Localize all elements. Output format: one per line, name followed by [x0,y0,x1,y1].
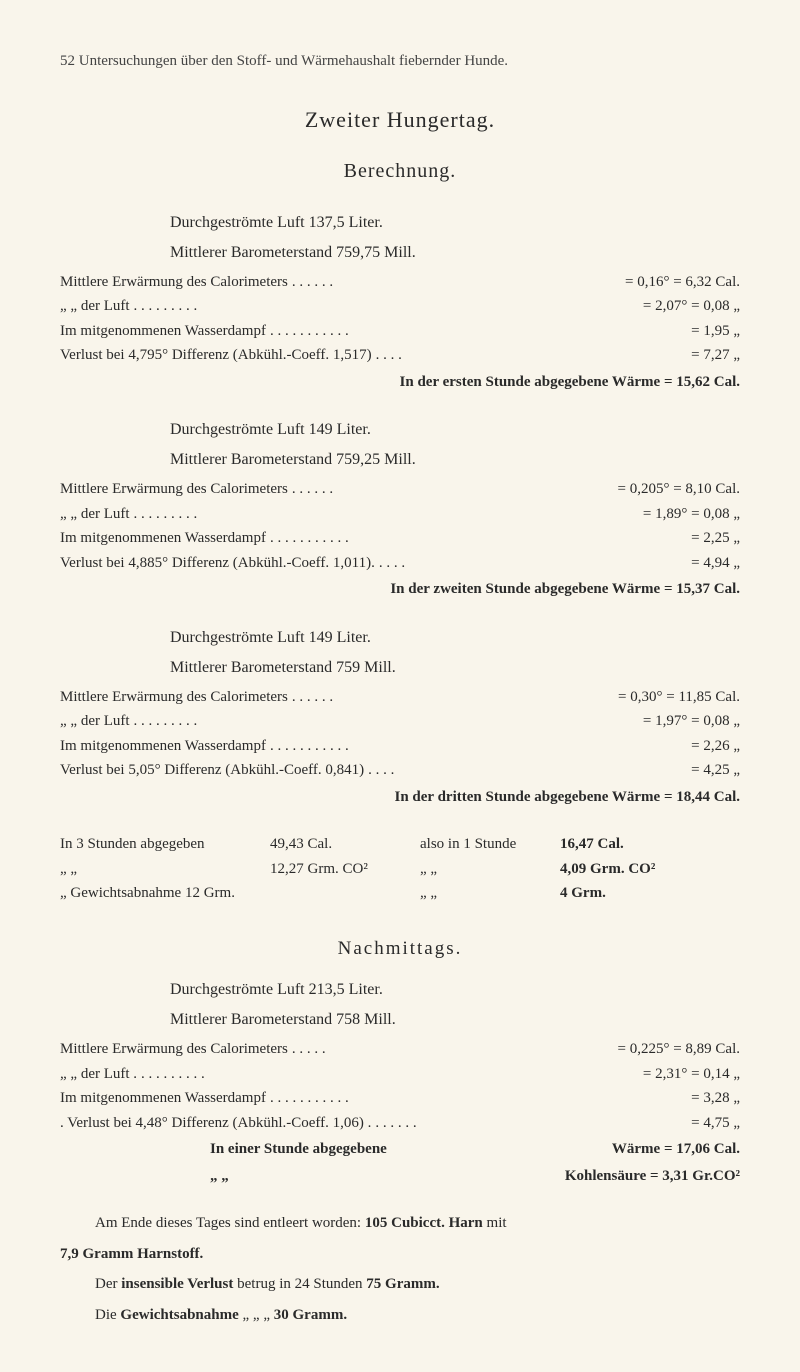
nach-line4-left: . Verlust bei 4,48° Differenz (Abkühl.-C… [60,1112,371,1135]
nach-line3-left: Im mitgenommenen Wasserdampf [60,1087,266,1110]
block3-line3-left: Im mitgenommenen Wasserdampf [60,735,266,758]
footer-p4d: 30 Gramm. [274,1307,347,1323]
dots: . . . . . . . . . . . [270,735,687,758]
nach-result2-right: Kohlensäure = 3,31 Gr.CO² [565,1165,740,1188]
calculation-block-3: Durchgeströmte Luft 149 Liter. Mittlerer… [60,626,740,809]
footer-p4a: Die [95,1307,120,1323]
block3-line3-right: = 2,26 „ [691,735,740,758]
nach-line1-left: Mittlere Erwärmung des Calorimeters [60,1038,288,1061]
nachmittags-title: Nachmittags. [60,935,740,964]
dots: . . . . . . [292,271,621,294]
block1-line1-right: = 0,16° = 6,32 Cal. [625,271,740,294]
footer-p3d: 75 Gramm. [366,1276,439,1292]
footer-p3c: betrug in 24 Stunden [233,1276,366,1292]
block1-result: In der ersten Stunde abgegebene Wärme = … [400,371,740,394]
dots: . . . . [376,344,688,367]
nach-line1-right: = 0,225° = 8,89 Cal. [618,1038,741,1061]
nach-line4-right: = 4,75 „ [691,1112,740,1135]
page-header: 52 Untersuchungen über den Stoff- und Wä… [60,50,740,73]
block2-line3-right: = 2,25 „ [691,527,740,550]
dots: . . . . . . . . . . . [270,320,687,343]
block2-line2-left: „ „ der Luft [60,503,130,526]
footer-p4c: „ „ „ [239,1307,274,1323]
main-title: Zweiter Hungertag. [60,103,740,136]
block2-result: In der zweiten Stunde abgegebene Wärme =… [390,578,740,601]
block3-line4-right: = 4,25 „ [691,759,740,782]
block2-intro2: Mittlerer Barometerstand 759,25 Mill. [60,448,740,472]
nach-intro1: Durchgeströmte Luft 213,5 Liter. [60,978,740,1002]
block3-intro1: Durchgeströmte Luft 149 Liter. [60,626,740,650]
dots: . . . . . . . . . . . [270,527,687,550]
summary-r2c3: „ „ [420,858,560,881]
summary-r1c2: 49,43 Cal. [270,833,420,856]
footer-p2a: 7,9 Gramm Harnstoff. [60,1246,203,1262]
block2-line3-left: Im mitgenommenen Wasserdampf [60,527,266,550]
summary-r3c3: „ „ [420,882,560,905]
block2-line4-left: Verlust bei 4,885° Differenz (Abkühl.-Co… [60,552,375,575]
footer-p1b: 105 Cubicct. Harn [365,1215,483,1231]
footer-p3a: Der [95,1276,121,1292]
block1-intro2: Mittlerer Barometerstand 759,75 Mill. [60,241,740,265]
dots: . . . . [379,552,687,575]
footer-p3b: insensible Verlust [121,1276,233,1292]
summary-block: In 3 Stunden abgegeben 49,43 Cal. also i… [60,833,740,905]
block3-intro2: Mittlerer Barometerstand 759 Mill. [60,656,740,680]
block1-line1-left: Mittlere Erwärmung des Calorimeters [60,271,288,294]
nach-line2-right: = 2,31° = 0,14 „ [643,1063,740,1086]
block2-line1-right: = 0,205° = 8,10 Cal. [618,478,741,501]
nach-result1-left: In einer Stunde abgegebene [210,1138,387,1161]
footer-p4b: Gewichtsabnahme [120,1307,238,1323]
block3-line2-left: „ „ der Luft [60,710,130,733]
block1-line3-left: Im mitgenommenen Wasserdampf [60,320,266,343]
dots: . . . . . . . . . [134,503,639,526]
dots: . . . . . . [375,1112,687,1135]
nach-line3-right: = 3,28 „ [691,1087,740,1110]
dots: . . . . . . . . . [134,710,639,733]
block3-line1-left: Mittlere Erwärmung des Calorimeters [60,686,288,709]
nach-line2-left: „ „ der Luft . [60,1063,137,1086]
dots: . . . . . . . . . [141,1063,639,1086]
dots: . . . . . . . . . [134,295,639,318]
block3-line4-left: Verlust bei 5,05° Differenz (Abkühl.-Coe… [60,759,364,782]
block1-line3-right: = 1,95 „ [691,320,740,343]
block2-line1-left: Mittlere Erwärmung des Calorimeters [60,478,288,501]
block2-line2-right: = 1,89° = 0,08 „ [643,503,740,526]
block2-intro1: Durchgeströmte Luft 149 Liter. [60,418,740,442]
subtitle: Berechnung. [60,156,740,186]
summary-r2c1: „ „ [60,858,270,881]
nach-result1-right: Wärme = 17,06 Cal. [612,1138,740,1161]
dots: . . . . [368,759,687,782]
footer-p1a: Am Ende dieses Tages sind entleert worde… [95,1215,365,1231]
dots: . . . . . . [292,686,614,709]
summary-r2c4: 4,09 Grm. CO² [560,858,740,881]
nach-intro2: Mittlerer Barometerstand 758 Mill. [60,1008,740,1032]
footer-block: Am Ende dieses Tages sind entleert worde… [60,1212,740,1326]
summary-r2c2: 12,27 Grm. CO² [270,858,420,881]
block1-intro1: Durchgeströmte Luft 137,5 Liter. [60,211,740,235]
dots: . . . . . [292,1038,614,1061]
nach-result2-left: „ „ [210,1165,229,1188]
summary-r1c4: 16,47 Cal. [560,833,740,856]
block1-line2-left: „ „ der Luft [60,295,130,318]
nachmittags-block: Durchgeströmte Luft 213,5 Liter. Mittler… [60,978,740,1187]
block2-line4-right: = 4,94 „ [691,552,740,575]
summary-r1c1: In 3 Stunden abgegeben [60,833,270,856]
block3-line1-right: = 0,30° = 11,85 Cal. [618,686,740,709]
dots: . . . . . . . . . . . [270,1087,687,1110]
summary-r1c3: also in 1 Stunde [420,833,560,856]
block1-line4-left: Verlust bei 4,795° Differenz (Abkühl.-Co… [60,344,372,367]
calculation-block-2: Durchgeströmte Luft 149 Liter. Mittlerer… [60,418,740,601]
block1-line2-right: = 2,07° = 0,08 „ [643,295,740,318]
block3-line2-right: = 1,97° = 0,08 „ [643,710,740,733]
footer-p1c: mit [483,1215,507,1231]
dots: . . . . . . [292,478,614,501]
block1-line4-right: = 7,27 „ [691,344,740,367]
summary-r3c1: „ Gewichtsabnahme 12 Grm. [60,882,420,905]
summary-r3c4: 4 Grm. [560,882,740,905]
block3-result: In der dritten Stunde abgegebene Wärme =… [395,786,741,809]
calculation-block-1: Durchgeströmte Luft 137,5 Liter. Mittler… [60,211,740,394]
